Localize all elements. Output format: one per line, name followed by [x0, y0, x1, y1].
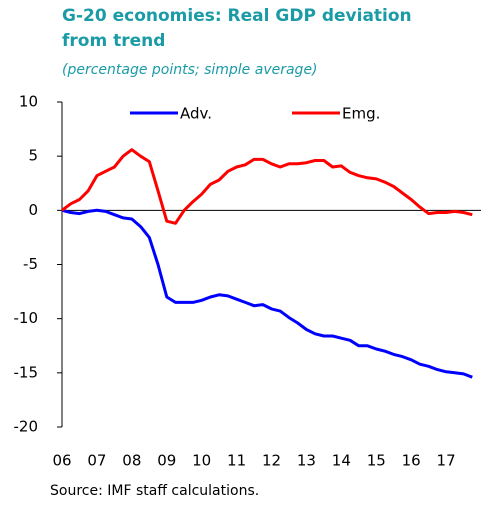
x-tick-label: 12: [262, 452, 281, 470]
y-tick-label: -5: [23, 255, 38, 273]
x-tick-label: 15: [367, 452, 386, 470]
x-tick-label: 09: [157, 452, 176, 470]
x-tick-label: 08: [122, 452, 141, 470]
series-line: [61, 208, 473, 379]
chart-title: G-20 economies: Real GDP deviation from …: [62, 6, 412, 51]
x-tick-label: 11: [227, 452, 246, 470]
x-tick-label: 13: [297, 452, 316, 470]
source-note: Source: IMF staff calculations.: [50, 483, 260, 499]
y-tick-label: 5: [28, 147, 38, 165]
legend-label: Emg.: [342, 105, 380, 123]
x-tick-label: 16: [402, 452, 421, 470]
chart-subtitle: (percentage points; simple average): [62, 62, 318, 78]
x-tick-label: 17: [437, 452, 456, 470]
y-tick-label: 10: [19, 93, 38, 111]
x-tick-label: 07: [87, 452, 106, 470]
y-tick-label: 0: [28, 201, 38, 219]
y-tick-label: -15: [14, 363, 39, 381]
legend-label: Adv.: [180, 105, 212, 123]
y-tick-label: -10: [14, 309, 39, 327]
series-line: [61, 148, 473, 225]
x-tick-label: 06: [52, 452, 71, 470]
x-tick-label: 10: [192, 452, 211, 470]
y-tick-label: -20: [14, 418, 39, 436]
x-tick-label: 14: [332, 452, 351, 470]
